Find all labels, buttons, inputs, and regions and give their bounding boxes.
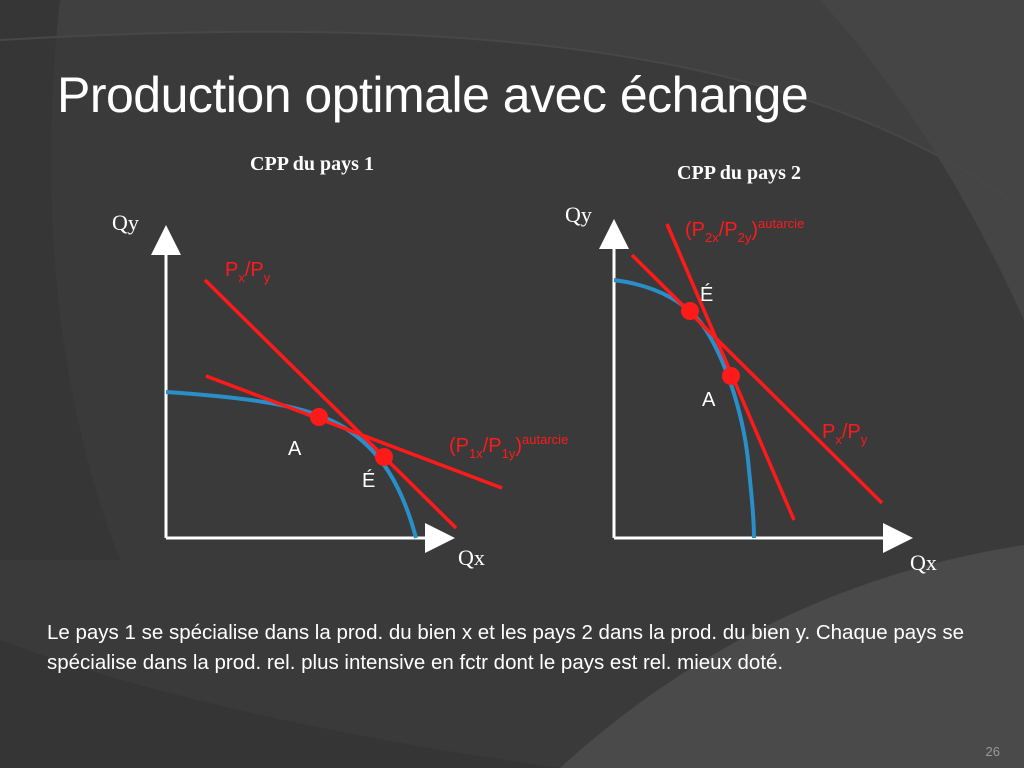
diagram2-title: CPP du pays 2 bbox=[677, 162, 801, 184]
slide-title: Production optimale avec échange bbox=[57, 67, 809, 123]
diagram2-point-a-label: A bbox=[702, 389, 716, 411]
diagram2-world-price-label: Px/Py bbox=[822, 421, 868, 447]
diagram1-point-e bbox=[375, 448, 393, 466]
diagram2-point-e bbox=[681, 302, 699, 320]
diagram1-world-price-line bbox=[203, 278, 458, 530]
diagram2-point-e-label: É bbox=[700, 283, 713, 306]
diagram1-autarky-price-label: (P1x/P1y)autarcie bbox=[449, 432, 568, 461]
diagram2-world-price-line bbox=[630, 253, 884, 505]
diagram2-y-axis-label: Qy bbox=[565, 202, 592, 227]
diagram1-point-a bbox=[310, 408, 328, 426]
page-number: 26 bbox=[985, 744, 1000, 759]
diagram2-ppf-curve bbox=[613, 278, 756, 539]
diagram-country-2: CPP du pays 2 Qy Qx É A (P2x/P2y)autarci… bbox=[565, 162, 937, 575]
diagram1-point-e-label: É bbox=[362, 469, 375, 492]
diagram2-point-a bbox=[722, 367, 740, 385]
diagram1-x-axis-label: Qx bbox=[458, 545, 485, 570]
diagram2-autarky-price-label: (P2x/P2y)autarcie bbox=[685, 216, 804, 245]
diagram-country-1: CPP du pays 1 Qy Qx A É Px/Py (P1x/P1y)a… bbox=[112, 153, 568, 570]
diagram1-autarky-price-line bbox=[205, 374, 503, 490]
diagram2-x-axis-label: Qx bbox=[910, 550, 937, 575]
diagram1-ppf-curve bbox=[165, 390, 418, 539]
diagram1-point-a-label: A bbox=[288, 438, 302, 460]
diagram1-world-price-label: Px/Py bbox=[225, 259, 271, 285]
slide-caption: Le pays 1 se spécialise dans la prod. du… bbox=[47, 621, 965, 674]
diagram1-y-axis-label: Qy bbox=[112, 210, 139, 235]
diagram1-title: CPP du pays 1 bbox=[250, 153, 374, 175]
